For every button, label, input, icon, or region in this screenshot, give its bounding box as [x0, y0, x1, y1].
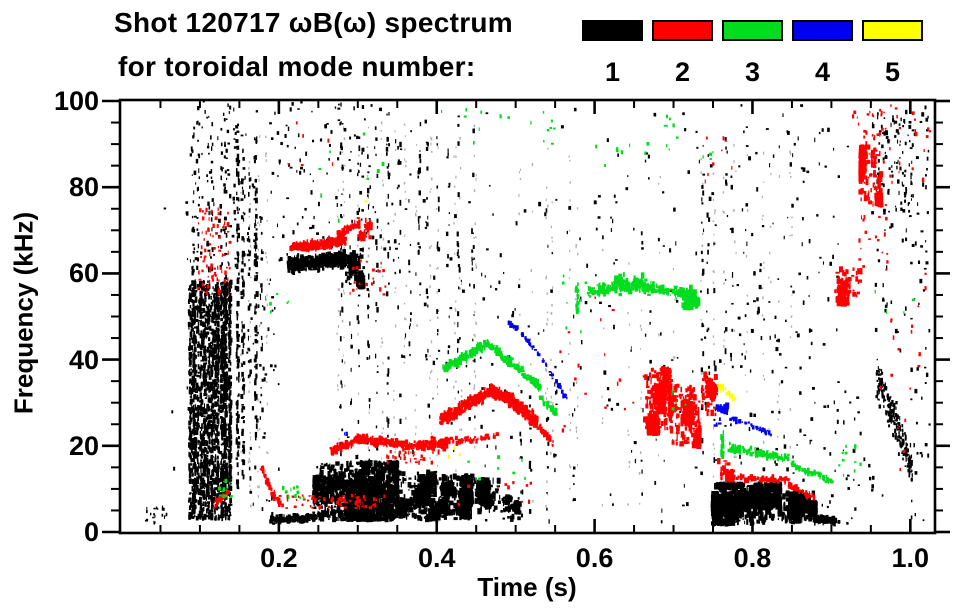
- x-axis-title: Time (s): [477, 572, 577, 602]
- chart-subtitle: for toroidal mode number:: [118, 51, 476, 82]
- chart-title: Shot 120717 ωB(ω) spectrum: [114, 7, 513, 38]
- legend-label-mode-2: 2: [674, 57, 691, 87]
- legend-item-mode-4: 4: [792, 20, 853, 86]
- y-tick-label: 60: [68, 258, 99, 289]
- legend-label-mode-1: 1: [604, 57, 621, 87]
- legend-swatch-mode-4: [792, 20, 853, 41]
- mode-legend: 1 2 3 4 5: [582, 20, 923, 86]
- legend-item-mode-3: 3: [722, 20, 783, 86]
- x-tick-label: 0.6: [575, 543, 614, 573]
- legend-swatch-mode-5: [862, 20, 923, 41]
- legend-item-mode-1: 1: [582, 20, 643, 86]
- y-tick-label: 40: [68, 344, 99, 375]
- legend-swatch-mode-2: [652, 20, 713, 41]
- legend-swatch-mode-3: [722, 20, 783, 41]
- legend-label-mode-5: 5: [884, 57, 901, 87]
- y-tick-label: 20: [68, 430, 99, 461]
- legend-item-mode-5: 5: [862, 20, 923, 86]
- x-tick-label: 0.2: [260, 543, 298, 573]
- y-tick-label: 0: [83, 517, 99, 547]
- y-tick-label: 100: [53, 86, 99, 116]
- y-tick-label: 80: [68, 172, 99, 203]
- x-tick-label: 0.4: [417, 543, 456, 573]
- legend-swatch-mode-1: [582, 20, 643, 41]
- x-tick-label: 0.8: [733, 543, 772, 573]
- legend-label-mode-4: 4: [814, 57, 831, 87]
- y-axis-title: Frequency (kHz): [8, 211, 39, 415]
- legend-label-mode-3: 3: [744, 57, 761, 87]
- x-tick-label: 1.0: [891, 543, 930, 573]
- legend-item-mode-2: 2: [652, 20, 713, 86]
